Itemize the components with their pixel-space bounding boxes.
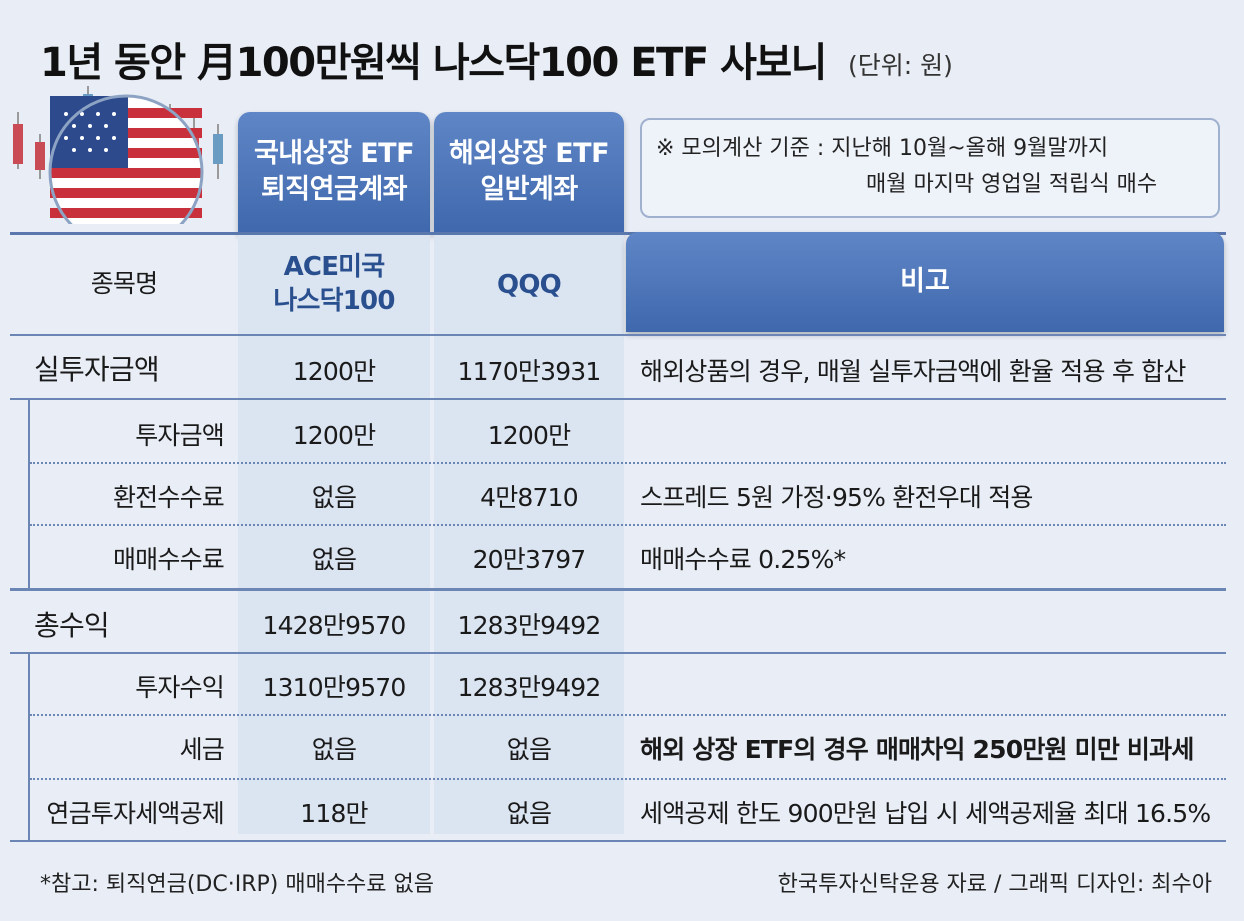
row-label-total-return: 총수익 — [34, 609, 110, 642]
domestic-etf-name-line-2: 나스닥100 — [273, 286, 395, 316]
domestic-etf-column-header: 국내상장 ETF 퇴직연금계좌 — [238, 112, 430, 234]
section-divider — [10, 588, 1226, 591]
table-cell-domestic: 없음 — [311, 545, 357, 574]
overseas-etf-label: 해외상장 ETF — [448, 138, 610, 169]
row-label-investment-return: 투자수익 — [135, 673, 225, 702]
row-label-investment: 투자금액 — [135, 421, 225, 450]
source-credit: 한국투자신탁운용 자료 / 그래픽 디자인: 최수아 — [777, 872, 1212, 897]
remark-column-header: 비고 — [626, 232, 1224, 332]
table-cell-overseas: 1200만 — [487, 421, 571, 450]
table-cell-remark: 해외 상장 ETF의 경우 매매차익 250만원 미만 비과세 — [640, 735, 1194, 764]
table-cell-remark: 해외상품의 경우, 매월 실투자금액에 환율 적용 후 합산 — [640, 357, 1186, 386]
table-cell-overseas: 1283만9492 — [457, 673, 601, 702]
table-cell-overseas: 20만3797 — [472, 545, 587, 574]
row-divider — [30, 462, 1226, 464]
row-label-pension-tax-credit: 연금투자세액공제 — [46, 799, 224, 828]
table-cell-domestic: 1200만 — [292, 357, 376, 386]
row-label-exchange-fee: 환전수수료 — [112, 483, 225, 512]
us-flag-candlestick-icon — [13, 86, 223, 224]
unit-label: (단위: 원) — [848, 51, 953, 80]
table-cell-remark: 매매수수료 0.25%* — [640, 545, 846, 574]
table-cell-overseas: 4만8710 — [480, 483, 579, 512]
footnote: *참고: 퇴직연금(DC·IRP) 매매수수료 없음 — [40, 872, 435, 897]
row-divider — [30, 524, 1226, 526]
calculation-note: ※ 모의계산 기준 : 지난해 10월~올해 9월말까지 매월 마지막 영업일 … — [640, 118, 1220, 218]
table-cell-domestic: 1200만 — [292, 421, 376, 450]
table-cell-remark: 세액공제 한도 900만원 납입 시 세액공제율 최대 16.5% — [640, 799, 1211, 828]
sub-row-indent-line — [28, 652, 30, 840]
table-cell-overseas: 1170만3931 — [457, 357, 601, 386]
row-divider — [30, 778, 1226, 780]
row-label-trading-fee: 매매수수료 — [112, 545, 225, 574]
row-divider — [10, 334, 1226, 336]
row-label-actual-investment: 실투자금액 — [34, 353, 160, 386]
row-label-tax: 세금 — [179, 735, 225, 764]
sub-row-indent-line — [28, 398, 30, 588]
domestic-etf-name: ACE미국 나스닥100 — [240, 250, 428, 318]
row-divider — [30, 714, 1226, 716]
note-line-2: 매월 마지막 영업일 적립식 매수 — [866, 172, 1158, 197]
domestic-etf-label: 국내상장 ETF — [253, 138, 415, 169]
table-cell-remark: 스프레드 5원 가정·95% 환전우대 적용 — [640, 483, 1033, 512]
domestic-account-label: 퇴직연금계좌 — [260, 174, 408, 205]
table-cell-domestic: 1310만9570 — [262, 673, 406, 702]
table-cell-domestic: 없음 — [311, 483, 357, 512]
domestic-etf-name-line-1: ACE미국 — [283, 252, 386, 282]
table-cell-overseas: 없음 — [506, 799, 552, 828]
row-divider — [10, 652, 1226, 654]
note-line-1: ※ 모의계산 기준 : 지난해 10월~올해 9월말까지 — [656, 136, 1109, 161]
table-cell-overseas: 1283만9492 — [457, 611, 601, 640]
row-divider — [10, 398, 1226, 400]
page-title: 1년 동안 月100만원씩 나스닥100 ETF 사보니 — [40, 40, 828, 86]
overseas-etf-name: QQQ — [497, 270, 562, 300]
table-cell-domestic: 없음 — [311, 735, 357, 764]
table-top-line — [10, 232, 1226, 235]
item-name-header: 종목명 — [90, 269, 158, 298]
table-cell-overseas: 없음 — [506, 735, 552, 764]
table-cell-domestic: 118만 — [300, 799, 368, 828]
table-cell-domestic: 1428만9570 — [262, 611, 406, 640]
table-bottom-line — [10, 840, 1226, 842]
overseas-account-label: 일반계좌 — [480, 174, 578, 205]
overseas-etf-column-header: 해외상장 ETF 일반계좌 — [434, 112, 624, 234]
